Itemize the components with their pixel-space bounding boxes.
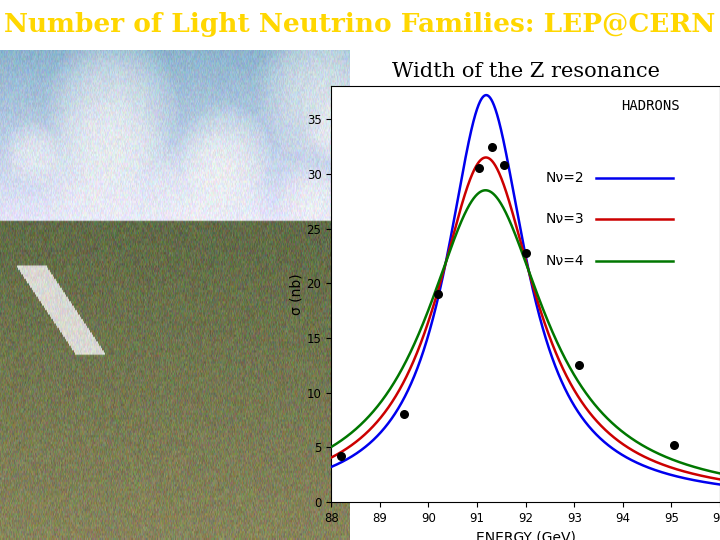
Y-axis label: σ (nb): σ (nb) — [290, 273, 304, 315]
Point — [573, 361, 585, 370]
Text: Number of Light Neutrino Families: LEP@CERN: Number of Light Neutrino Families: LEP@C… — [4, 12, 716, 37]
Text: HADRONS: HADRONS — [621, 99, 680, 113]
X-axis label: ENERGY (GeV): ENERGY (GeV) — [476, 530, 575, 540]
Text: Width of the Z resonance: Width of the Z resonance — [392, 62, 660, 81]
Point — [498, 161, 510, 170]
Point — [398, 409, 410, 418]
Text: Nν=2: Nν=2 — [545, 171, 584, 185]
Point — [474, 164, 485, 173]
Text: Nν=3: Nν=3 — [545, 212, 584, 226]
Point — [520, 248, 531, 257]
Point — [668, 441, 680, 450]
Point — [336, 452, 347, 461]
Text: Nν=4: Nν=4 — [545, 254, 584, 268]
Point — [486, 142, 498, 151]
Point — [432, 290, 444, 299]
